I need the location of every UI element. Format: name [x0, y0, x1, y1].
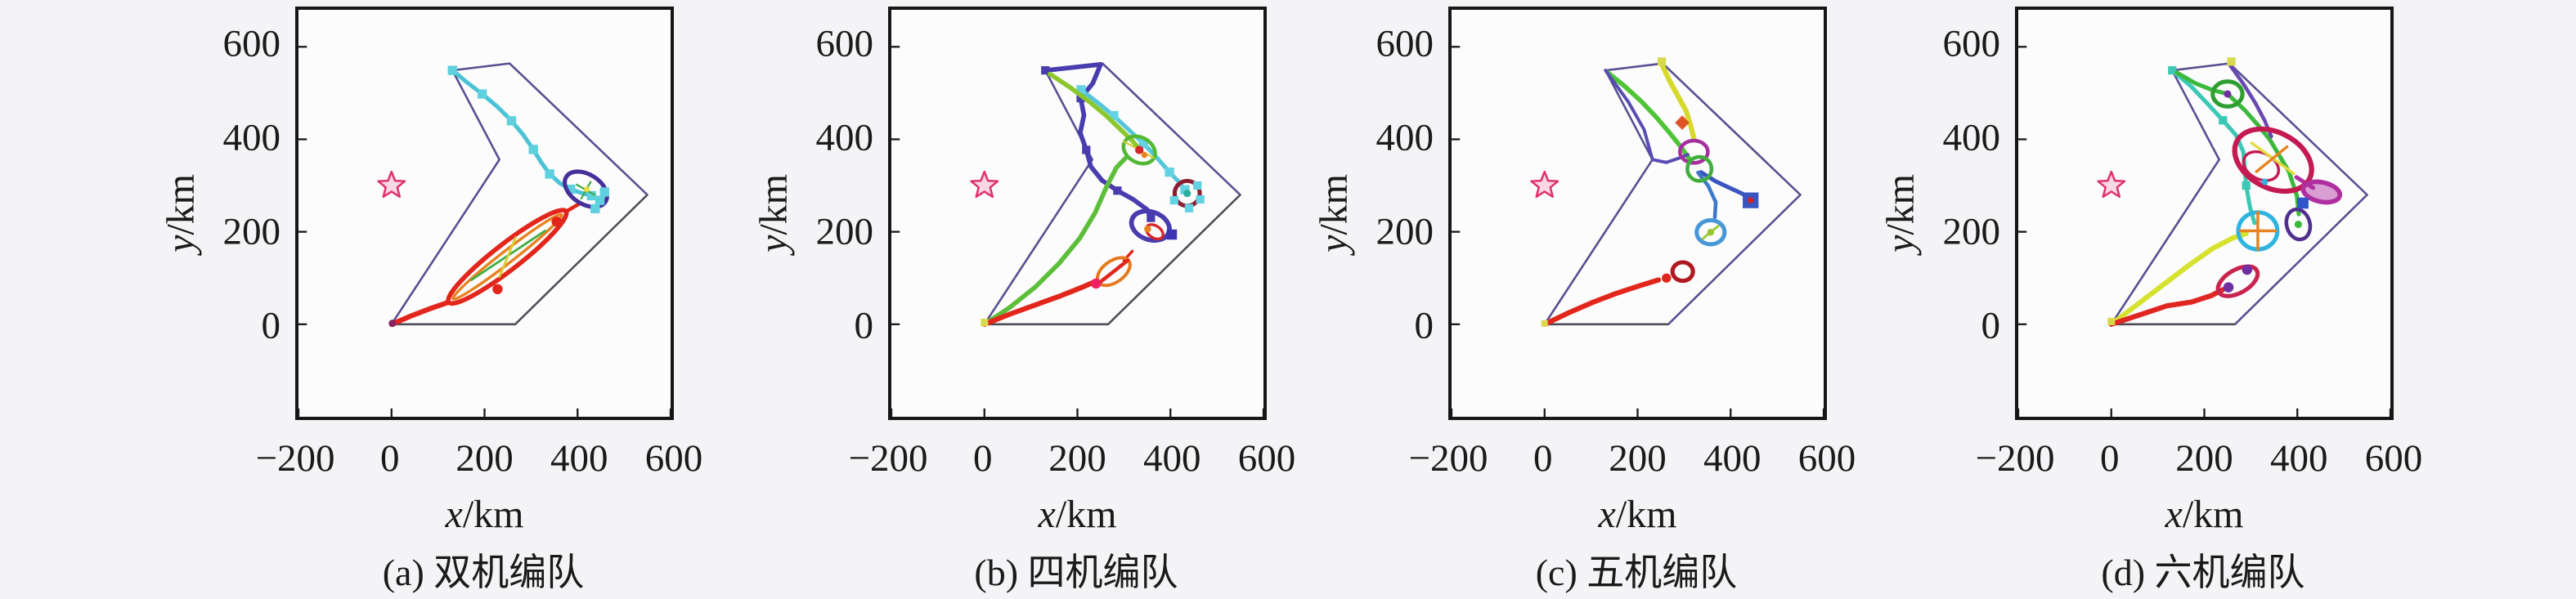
plot-area — [295, 7, 674, 420]
y-tick-label: 600 — [1942, 22, 2001, 65]
y-tick-label: 200 — [1376, 210, 1434, 253]
x-tick-label: 600 — [644, 437, 703, 480]
x-tick-label: 600 — [2364, 437, 2423, 480]
subplot-b: y/km 0 200 400 600 −200 0 200 400 600 x/km (b) … — [749, 0, 1295, 599]
y-tick-label: 400 — [1942, 116, 2001, 159]
x-tick-label: −200 — [1408, 437, 1488, 480]
y-tick-label: 200 — [1942, 210, 2001, 253]
x-axis-label: x/km — [2165, 493, 2244, 536]
x-tick-label: 0 — [380, 437, 400, 480]
y-axis-tick-labels: 0 200 400 600 — [749, 7, 874, 420]
x-tick-label: −200 — [1975, 437, 2055, 480]
x-tick-label: 0 — [1533, 437, 1553, 480]
x-tick-label: 0 — [973, 437, 993, 480]
x-axis-label: x/km — [1598, 493, 1677, 536]
y-tick-label: 600 — [815, 22, 874, 65]
y-tick-label: 200 — [222, 210, 281, 253]
y-tick-label: 0 — [854, 304, 874, 347]
x-tick-label: −200 — [255, 437, 335, 480]
y-axis-tick-labels: 0 200 400 600 — [1309, 7, 1434, 420]
x-axis-label: x/km — [1038, 493, 1117, 536]
trajectory-plot — [298, 46, 671, 417]
subplot-caption: (b) 四机编队 — [974, 552, 1178, 593]
plot-area — [2015, 7, 2394, 420]
y-tick-label: 0 — [1414, 304, 1434, 347]
y-axis-tick-labels: 0 200 400 600 — [156, 7, 281, 420]
x-tick-label: 200 — [2175, 437, 2233, 480]
x-axis-tick-labels: −200 0 200 400 600 — [848, 437, 1295, 482]
x-tick-label: 400 — [550, 437, 608, 480]
y-tick-label: 400 — [1376, 116, 1434, 159]
x-axis-tick-labels: −200 0 200 400 600 — [255, 437, 702, 482]
x-axis-tick-labels: −200 0 200 400 600 — [1408, 437, 1856, 482]
subplot-d: y/km 0 200 400 600 −200 0 200 400 600 x/km (d) … — [1876, 0, 2422, 599]
subplot-caption: (d) 六机编队 — [2101, 552, 2305, 593]
subplot-caption: (a) 双机编队 — [382, 552, 585, 593]
x-tick-label: 200 — [1609, 437, 1667, 480]
x-axis-label: x/km — [445, 493, 524, 536]
y-tick-label: 200 — [815, 210, 874, 253]
x-tick-label: 0 — [2100, 437, 2120, 480]
x-tick-label: 600 — [1797, 437, 1856, 480]
subplot-c: y/km 0 200 400 600 −200 0 200 400 600 x/km (c) … — [1309, 0, 1856, 599]
x-tick-label: 400 — [1703, 437, 1761, 480]
plot-area — [888, 7, 1267, 420]
trajectory-plot — [891, 46, 1263, 417]
x-tick-label: 200 — [456, 437, 514, 480]
x-tick-label: 200 — [1048, 437, 1106, 480]
y-tick-label: 600 — [222, 22, 281, 65]
y-tick-label: 0 — [261, 304, 281, 347]
x-tick-label: 400 — [2270, 437, 2328, 480]
y-tick-label: 600 — [1376, 22, 1434, 65]
x-tick-label: 400 — [1143, 437, 1201, 480]
trajectory-plot — [2018, 46, 2390, 417]
y-axis-tick-labels: 0 200 400 600 — [1876, 7, 2001, 420]
x-tick-label: 600 — [1237, 437, 1296, 480]
y-tick-label: 400 — [815, 116, 874, 159]
subplot-caption: (c) 五机编队 — [1535, 552, 1738, 593]
x-axis-tick-labels: −200 0 200 400 600 — [1975, 437, 2422, 482]
x-tick-label: −200 — [848, 437, 928, 480]
y-tick-label: 0 — [1981, 304, 2001, 347]
y-tick-label: 400 — [222, 116, 281, 159]
subplot-a: y/km 0 200 400 600 −200 0 200 400 600 x/km (a) … — [156, 0, 702, 599]
trajectory-plot — [1452, 46, 1824, 417]
plot-area — [1448, 7, 1827, 420]
